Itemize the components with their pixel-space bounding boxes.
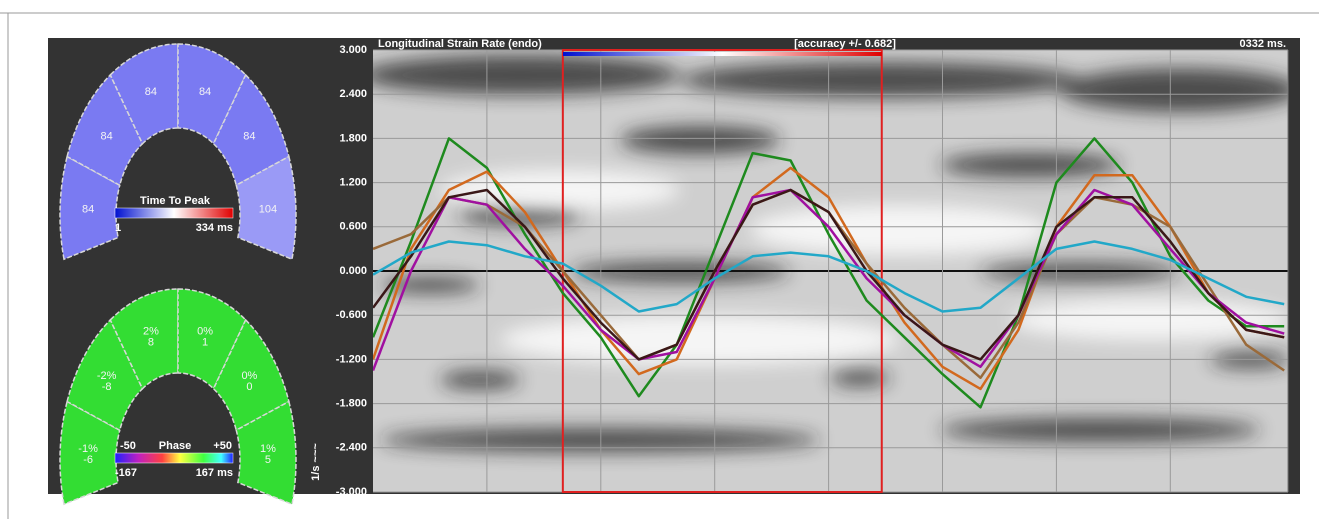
segment-label: 0 bbox=[246, 381, 252, 393]
segment-label: 84 bbox=[82, 203, 94, 215]
screen: -3.000-2.400-1.800-1.200-0.6000.0000.600… bbox=[0, 0, 1319, 519]
x-tick-label: 240 bbox=[592, 497, 610, 509]
legend-min: 1 bbox=[115, 222, 121, 234]
chart-title: Longitudinal Strain Rate (endo) bbox=[378, 38, 542, 50]
legend-min: -167 bbox=[115, 467, 137, 479]
y-tick-label: 3.000 bbox=[339, 44, 367, 56]
legend-bar bbox=[115, 208, 233, 218]
time-annotation: 0332 ms. bbox=[1240, 38, 1286, 50]
segment-label: 84 bbox=[243, 130, 255, 142]
x-tick-label: 120 bbox=[478, 497, 496, 509]
y-tick-label: -1.200 bbox=[336, 353, 367, 365]
y-tick-label: 1.800 bbox=[339, 132, 367, 144]
x-tick-label: 600 bbox=[933, 497, 951, 509]
segment-label: 104 bbox=[259, 203, 277, 215]
legend-max: 167 ms bbox=[196, 467, 233, 479]
segment-label: 84 bbox=[100, 130, 112, 142]
y-tick-label: 2.400 bbox=[339, 88, 367, 100]
y-tick-label: 1.200 bbox=[339, 177, 367, 189]
segment-label: 84 bbox=[145, 86, 157, 98]
legend-range-min: -50 bbox=[120, 440, 136, 452]
y-axis-label: 1/s ~~~ bbox=[310, 443, 322, 481]
color-scale bbox=[563, 52, 882, 56]
y-tick-label: 0.600 bbox=[339, 221, 367, 233]
segment-label: 1 bbox=[202, 336, 208, 348]
y-tick-label: -0.600 bbox=[336, 309, 367, 321]
segment-label: 5 bbox=[265, 454, 271, 466]
segment-label: -8 bbox=[102, 381, 112, 393]
segment-label: 8 bbox=[148, 336, 154, 348]
y-tick-label: -2.400 bbox=[336, 442, 367, 454]
y-tick-label: -1.800 bbox=[336, 398, 367, 410]
y-tick-label: 0.000 bbox=[339, 265, 367, 277]
legend-bar bbox=[115, 453, 233, 463]
x-axis-label: ms. bbox=[362, 497, 381, 509]
x-tick-label: 720 bbox=[1047, 497, 1065, 509]
segment-label: 84 bbox=[199, 86, 211, 98]
chart-subtitle: [accuracy +/- 0.682] bbox=[794, 38, 896, 50]
legend-max: 334 ms bbox=[196, 222, 233, 234]
x-tick-label: 840 bbox=[1161, 497, 1179, 509]
x-tick-label: 480 bbox=[819, 497, 837, 509]
legend-title: Time To Peak bbox=[140, 195, 211, 207]
x-tick-label: 360 bbox=[706, 497, 724, 509]
legend-title: Phase bbox=[159, 440, 191, 452]
segment-label: -6 bbox=[83, 454, 93, 466]
legend-range-max: +50 bbox=[213, 440, 232, 452]
